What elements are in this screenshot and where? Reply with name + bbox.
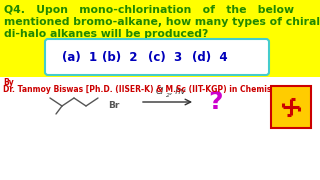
Text: (a)  1: (a) 1 <box>62 51 98 64</box>
Text: ?: ? <box>208 90 222 114</box>
Text: mentioned bromo-alkane, how many types of chiral: mentioned bromo-alkane, how many types o… <box>4 17 320 27</box>
Text: Br: Br <box>108 102 119 111</box>
Text: Q4.   Upon   mono-chlorination   of   the   below: Q4. Upon mono-chlorination of the below <box>4 5 294 15</box>
Text: By: By <box>3 78 14 87</box>
FancyBboxPatch shape <box>0 0 320 77</box>
Text: 2: 2 <box>165 93 170 98</box>
Text: (d)  4: (d) 4 <box>192 51 228 64</box>
Text: Dr. Tanmoy Biswas [Ph.D. (IISER-K) & M.Sc (IIT-KGP) in Chemistry].: Dr. Tanmoy Biswas [Ph.D. (IISER-K) & M.S… <box>3 85 290 94</box>
Text: Cl: Cl <box>155 87 164 96</box>
Text: di-halo alkanes will be produced?: di-halo alkanes will be produced? <box>4 29 208 39</box>
FancyBboxPatch shape <box>45 39 269 75</box>
Text: (b)  2: (b) 2 <box>102 51 138 64</box>
FancyBboxPatch shape <box>271 86 311 128</box>
Text: , hv: , hv <box>170 87 185 96</box>
Text: (c)  3: (c) 3 <box>148 51 182 64</box>
